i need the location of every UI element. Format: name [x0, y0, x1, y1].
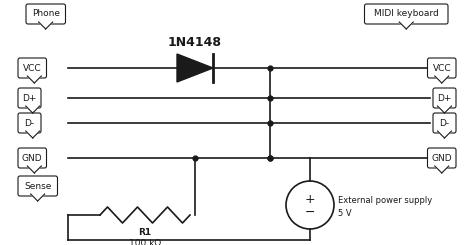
Text: VCC: VCC [432, 63, 451, 73]
FancyBboxPatch shape [18, 88, 41, 108]
Polygon shape [438, 131, 452, 138]
Text: 5 V: 5 V [338, 208, 352, 218]
FancyBboxPatch shape [428, 148, 456, 168]
Polygon shape [31, 194, 45, 201]
FancyBboxPatch shape [365, 4, 448, 24]
FancyBboxPatch shape [433, 113, 456, 133]
Text: D-: D- [439, 119, 449, 127]
Text: MIDI keyboard: MIDI keyboard [374, 10, 438, 19]
Text: VCC: VCC [23, 63, 42, 73]
Text: Sense: Sense [24, 182, 52, 191]
Polygon shape [26, 131, 40, 138]
Polygon shape [438, 106, 452, 113]
FancyBboxPatch shape [18, 113, 41, 133]
FancyBboxPatch shape [433, 88, 456, 108]
Polygon shape [177, 54, 213, 82]
Text: +: + [305, 193, 315, 206]
Text: R1: R1 [138, 228, 152, 237]
Polygon shape [27, 166, 41, 173]
Polygon shape [435, 76, 449, 83]
FancyBboxPatch shape [18, 58, 46, 78]
FancyBboxPatch shape [428, 58, 456, 78]
FancyBboxPatch shape [26, 4, 65, 24]
FancyBboxPatch shape [18, 148, 46, 168]
Text: D+: D+ [438, 94, 452, 102]
Text: Phone: Phone [32, 10, 60, 19]
FancyBboxPatch shape [18, 176, 57, 196]
Polygon shape [399, 22, 413, 29]
Text: GND: GND [22, 154, 43, 162]
Polygon shape [26, 106, 40, 113]
Polygon shape [27, 76, 41, 83]
Text: GND: GND [431, 154, 452, 162]
Text: External power supply: External power supply [338, 196, 432, 205]
Text: D+: D+ [22, 94, 36, 102]
Text: −: − [305, 206, 315, 219]
Polygon shape [435, 166, 449, 173]
Text: D-: D- [25, 119, 35, 127]
Text: 1N4148: 1N4148 [168, 37, 222, 49]
Text: 100 kΩ: 100 kΩ [129, 239, 161, 245]
Polygon shape [39, 22, 53, 29]
